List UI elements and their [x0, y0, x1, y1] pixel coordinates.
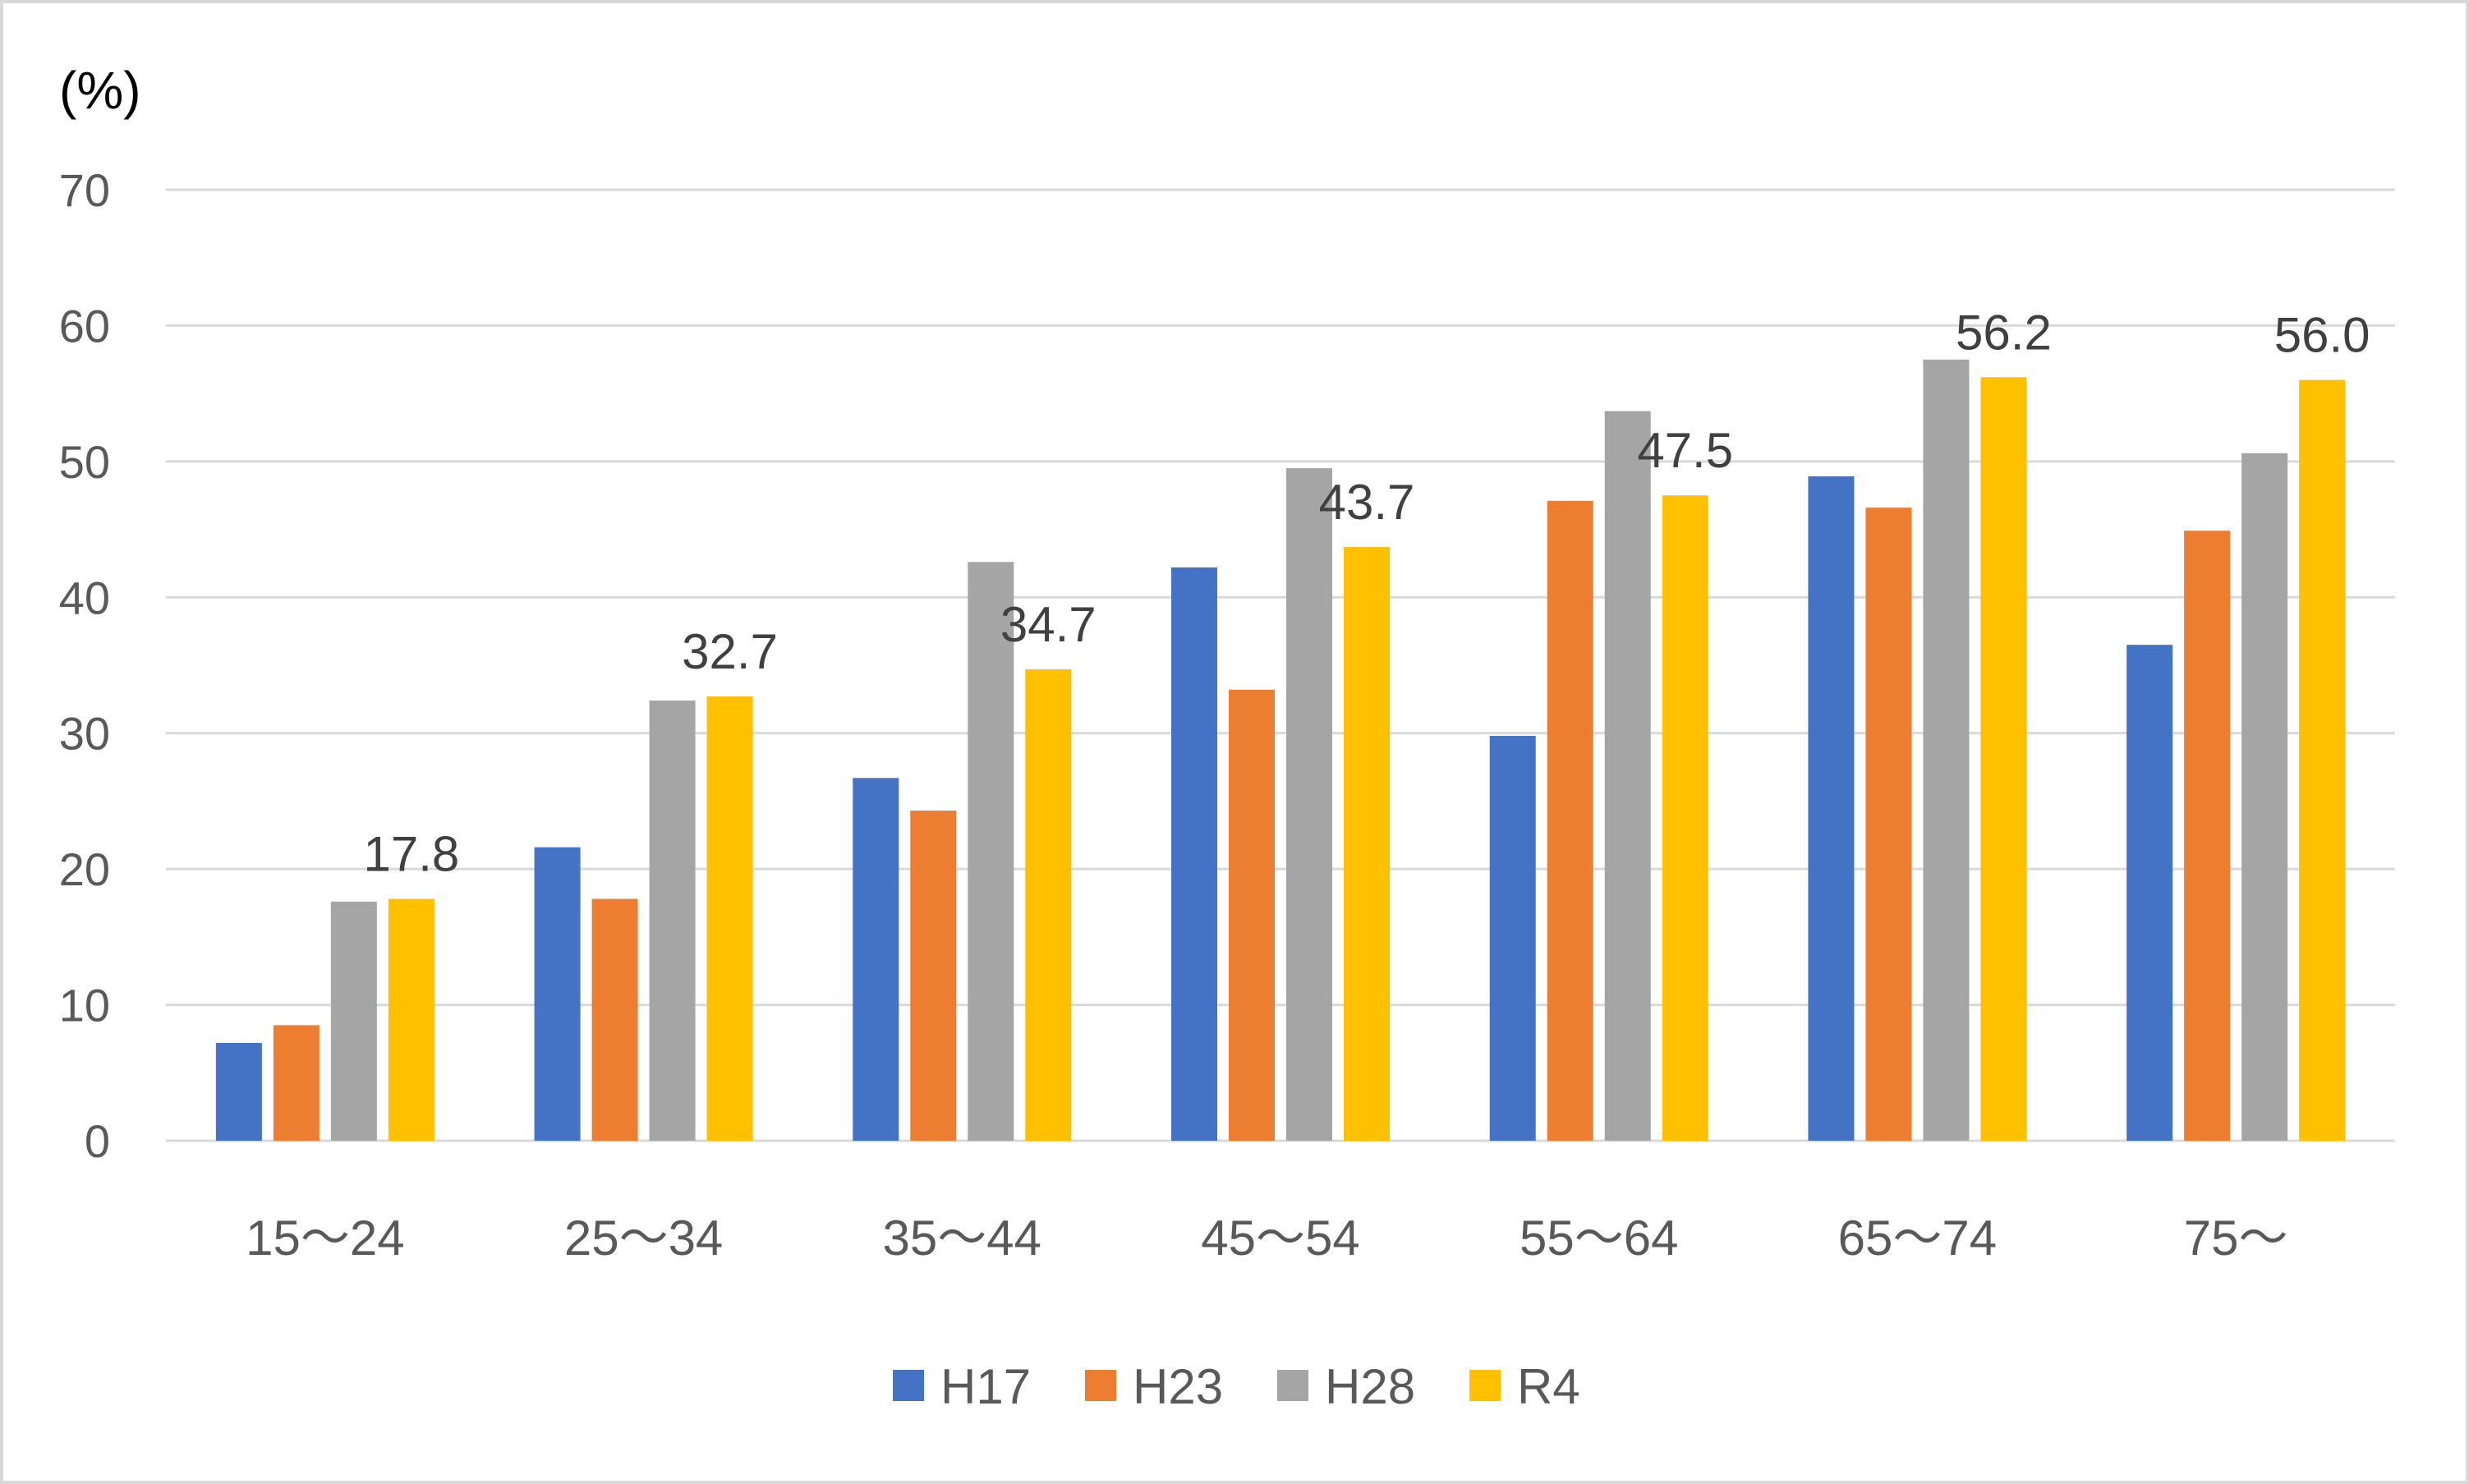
bar-H28-6 [2241, 453, 2288, 1141]
bar-R4-5 [1980, 377, 2027, 1141]
bar-H28-3 [1286, 468, 1332, 1141]
data-label-R4: 56.2 [1956, 305, 2052, 360]
bar-H17-6 [2126, 645, 2173, 1141]
y-tick-label: 40 [59, 572, 110, 623]
bar-H23-2 [910, 811, 957, 1141]
legend-label-H28: H28 [1325, 1359, 1415, 1414]
legend-label-H23: H23 [1133, 1359, 1223, 1414]
bar-R4-3 [1344, 547, 1390, 1141]
bar-R4-4 [1662, 495, 1708, 1141]
bar-H28-5 [1923, 359, 1970, 1141]
category-label: 15～24 [246, 1211, 404, 1266]
data-label-R4: 56.0 [2274, 308, 2370, 363]
bar-H17-2 [853, 778, 899, 1141]
legend-label-H17: H17 [940, 1359, 1031, 1414]
legend: H17 H23 H28 R4 [893, 1359, 1580, 1414]
bar-H17-0 [215, 1042, 262, 1141]
bar-H23-1 [591, 898, 638, 1141]
legend-swatch-H23 [1085, 1370, 1116, 1401]
bar-R4-2 [1025, 668, 1072, 1141]
data-labels: 17.8 32.7 34.7 43.7 47.5 56.2 56.0 [363, 305, 2370, 881]
bar-H28-1 [649, 701, 696, 1141]
bar-H23-4 [1547, 500, 1593, 1141]
category-label: 55～64 [1520, 1211, 1678, 1266]
bar-H17-5 [1808, 476, 1855, 1141]
bar-H28-2 [968, 562, 1014, 1141]
category-label: 65～74 [1838, 1211, 1997, 1266]
data-label-R4: 32.7 [682, 624, 778, 679]
bar-H23-3 [1229, 689, 1275, 1141]
category-label: 75～ [2184, 1211, 2288, 1266]
y-tick-label: 60 [59, 300, 110, 351]
category-label: 25～34 [564, 1211, 723, 1266]
gridlines [166, 188, 2395, 1142]
legend-label-R4: R4 [1517, 1359, 1580, 1414]
bar-H17-4 [1489, 736, 1536, 1141]
bar-chart: (%) 0 10 20 30 40 50 60 70 17.8 32.7 34.7 43.7 47.5… [59, 61, 2395, 1414]
bar-H28-4 [1604, 411, 1651, 1141]
category-label: 45～54 [1201, 1211, 1359, 1266]
bar-H23-5 [1865, 508, 1912, 1141]
bar-R4-1 [706, 696, 753, 1141]
y-tick-label: 0 [85, 1115, 110, 1167]
y-tick-label: 50 [59, 436, 110, 488]
y-axis-ticks: 0 10 20 30 40 50 60 70 [59, 164, 110, 1167]
bars [215, 359, 2346, 1142]
bar-H28-0 [330, 901, 377, 1141]
legend-swatch-H17 [893, 1370, 924, 1401]
bar-R4-6 [2299, 379, 2346, 1142]
data-label-R4: 34.7 [1000, 597, 1097, 652]
y-tick-label: 70 [59, 164, 110, 216]
bar-R4-0 [388, 898, 434, 1141]
bar-H23-6 [2184, 531, 2231, 1141]
bar-H17-3 [1171, 567, 1217, 1141]
bar-H17-1 [534, 847, 581, 1141]
x-axis-categories: 15～24 25～34 35～44 45～54 55～64 65～74 75～ [246, 1211, 2287, 1266]
category-label: 35～44 [883, 1211, 1041, 1266]
legend-swatch-H28 [1277, 1370, 1308, 1401]
y-tick-label: 20 [59, 843, 110, 895]
data-label-R4: 17.8 [363, 827, 459, 882]
y-tick-label: 30 [59, 708, 110, 760]
y-tick-label: 10 [59, 980, 110, 1031]
bar-H23-0 [273, 1025, 320, 1141]
y-axis-unit-label: (%) [59, 61, 141, 120]
data-label-R4: 47.5 [1637, 423, 1733, 478]
data-label-R4: 43.7 [1319, 475, 1415, 530]
legend-swatch-R4 [1469, 1370, 1501, 1401]
